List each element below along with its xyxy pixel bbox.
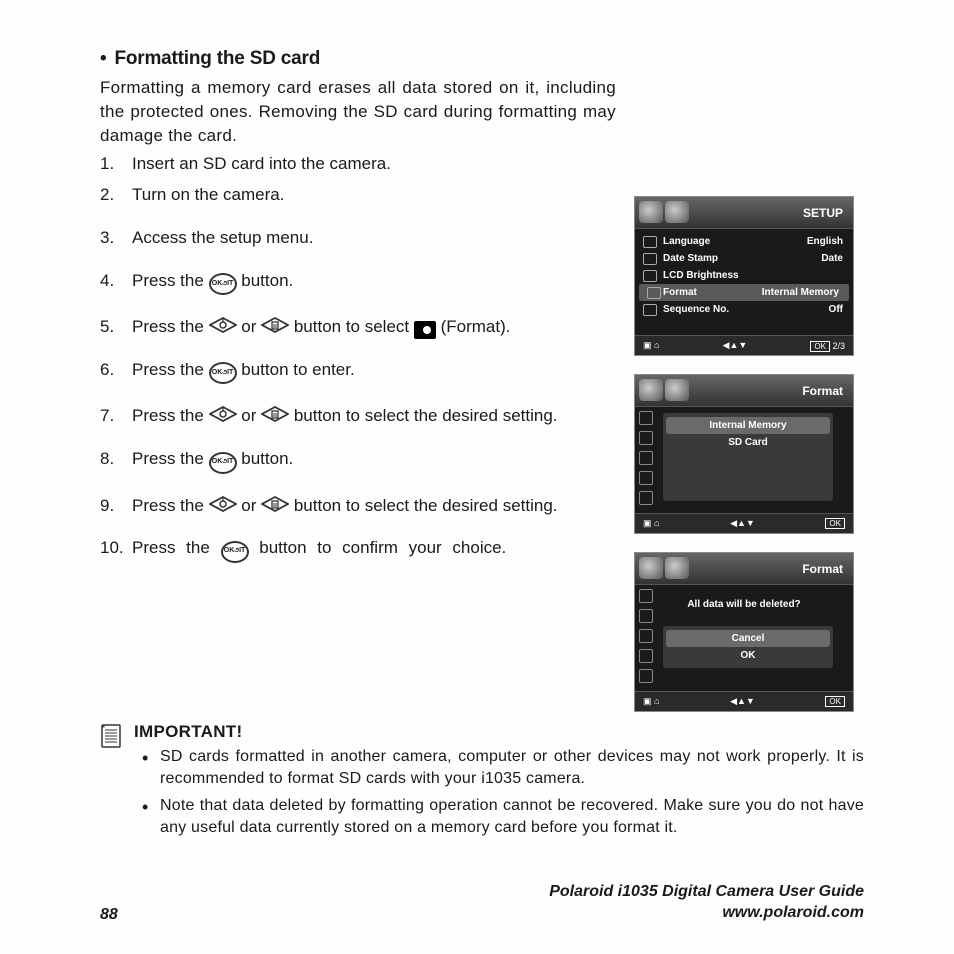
lcd-menu-row: LCD Brightness — [635, 267, 853, 284]
footer-guide: Polaroid i1035 Digital Camera User Guide… — [549, 882, 864, 924]
lcd-option: Cancel — [666, 630, 830, 647]
fish-mode-icon — [665, 557, 689, 579]
confirm-message: All data will be deleted? — [635, 599, 853, 610]
important-item: Note that data deleted by formatting ope… — [134, 795, 864, 838]
lcd-column: SETUP LanguageEnglishDate StampDateLCD B… — [634, 48, 864, 712]
lcd-header: Format — [635, 375, 853, 407]
lcd-setup-screen: SETUP LanguageEnglishDate StampDateLCD B… — [634, 196, 854, 356]
step-item: 1.Insert an SD card into the camera. — [100, 153, 616, 176]
lcd-title: SETUP — [803, 206, 843, 220]
lcd-footer: ▣ ⌂ OK 2/3 — [635, 335, 853, 355]
lcd-footer: ▣ ⌂ OK — [635, 691, 853, 711]
diamond-button-icon — [261, 317, 289, 333]
fish-mode-icon — [665, 379, 689, 401]
step-item: 10.Press the button to confirm your choi… — [100, 537, 616, 563]
diamond-button-icon — [261, 496, 289, 512]
step-item: 4.Press the button. — [100, 270, 616, 296]
lcd-option: Internal Memory — [666, 417, 830, 434]
fish-mode-icon — [665, 201, 689, 223]
ok-edit-button-icon — [209, 273, 237, 295]
main-content: •Formatting the SD card Formatting a mem… — [100, 48, 616, 712]
lcd-confirm-screen: Format All data will be deleted? CancelO… — [634, 552, 854, 712]
diamond-button-icon — [209, 406, 237, 422]
step-item: 2.Turn on the camera. — [100, 184, 616, 207]
guide-title: Polaroid i1035 Digital Camera User Guide — [549, 882, 864, 903]
diamond-button-icon — [209, 496, 237, 512]
steps-list: 1.Insert an SD card into the camera. 2.Tu… — [100, 153, 616, 563]
lcd-footer: ▣ ⌂ OK — [635, 513, 853, 533]
format-card-icon — [414, 321, 436, 339]
lcd-format-options-screen: Format Internal MemorySD Card ▣ ⌂ OK — [634, 374, 854, 534]
camera-mode-icon — [639, 379, 663, 401]
page-number: 88 — [100, 906, 118, 924]
step-item: 9.Press the or button to select the desi… — [100, 495, 616, 518]
lcd-header: Format — [635, 553, 853, 585]
page-indicator: 2/3 — [832, 341, 845, 351]
nav-arrows-icon — [730, 518, 755, 529]
lcd-header: SETUP — [635, 197, 853, 229]
ok-indicator: OK — [825, 518, 845, 529]
step-item: 5.Press the or button to select (Format)… — [100, 316, 616, 339]
menu-home-icon: ▣ ⌂ — [643, 696, 659, 707]
step-item: 8.Press the button. — [100, 448, 616, 474]
section-title-text: Formatting the SD card — [114, 48, 320, 69]
note-icon — [100, 722, 122, 844]
lcd-title: Format — [802, 384, 843, 398]
diamond-button-icon — [209, 317, 237, 333]
section-heading: •Formatting the SD card — [100, 48, 616, 70]
lcd-menu-row: FormatInternal Memory — [639, 284, 849, 301]
intro-paragraph: Formatting a memory card erases all data… — [100, 76, 616, 147]
menu-home-icon: ▣ ⌂ — [643, 518, 659, 529]
ok-indicator: OK — [810, 341, 830, 352]
important-list: SD cards formatted in another camera, co… — [134, 746, 864, 838]
nav-arrows-icon — [723, 340, 748, 351]
camera-mode-icon — [639, 201, 663, 223]
lcd-title: Format — [802, 562, 843, 576]
step-item: 6.Press the button to enter. — [100, 359, 616, 385]
lcd-option: OK — [663, 647, 833, 664]
important-title: IMPORTANT! — [134, 722, 864, 742]
menu-home-icon: ▣ ⌂ — [643, 340, 659, 351]
nav-arrows-icon — [730, 696, 755, 707]
lcd-menu-row: Date StampDate — [635, 250, 853, 267]
lcd-option: SD Card — [663, 434, 833, 451]
step-item: 7.Press the or button to select the desi… — [100, 405, 616, 428]
ok-edit-button-icon — [209, 452, 237, 474]
diamond-button-icon — [261, 406, 289, 422]
ok-indicator: OK — [825, 696, 845, 707]
important-note: IMPORTANT! SD cards formatted in another… — [100, 722, 864, 844]
lcd-menu-row: LanguageEnglish — [635, 233, 853, 250]
lcd-menu-row: Sequence No.Off — [635, 301, 853, 318]
guide-url: www.polaroid.com — [549, 903, 864, 924]
ok-edit-button-icon — [209, 362, 237, 384]
page-footer: 88 Polaroid i1035 Digital Camera User Gu… — [100, 874, 864, 924]
camera-mode-icon — [639, 557, 663, 579]
ok-edit-button-icon — [221, 541, 249, 563]
important-item: SD cards formatted in another camera, co… — [134, 746, 864, 789]
step-item: 3.Access the setup menu. — [100, 227, 616, 250]
